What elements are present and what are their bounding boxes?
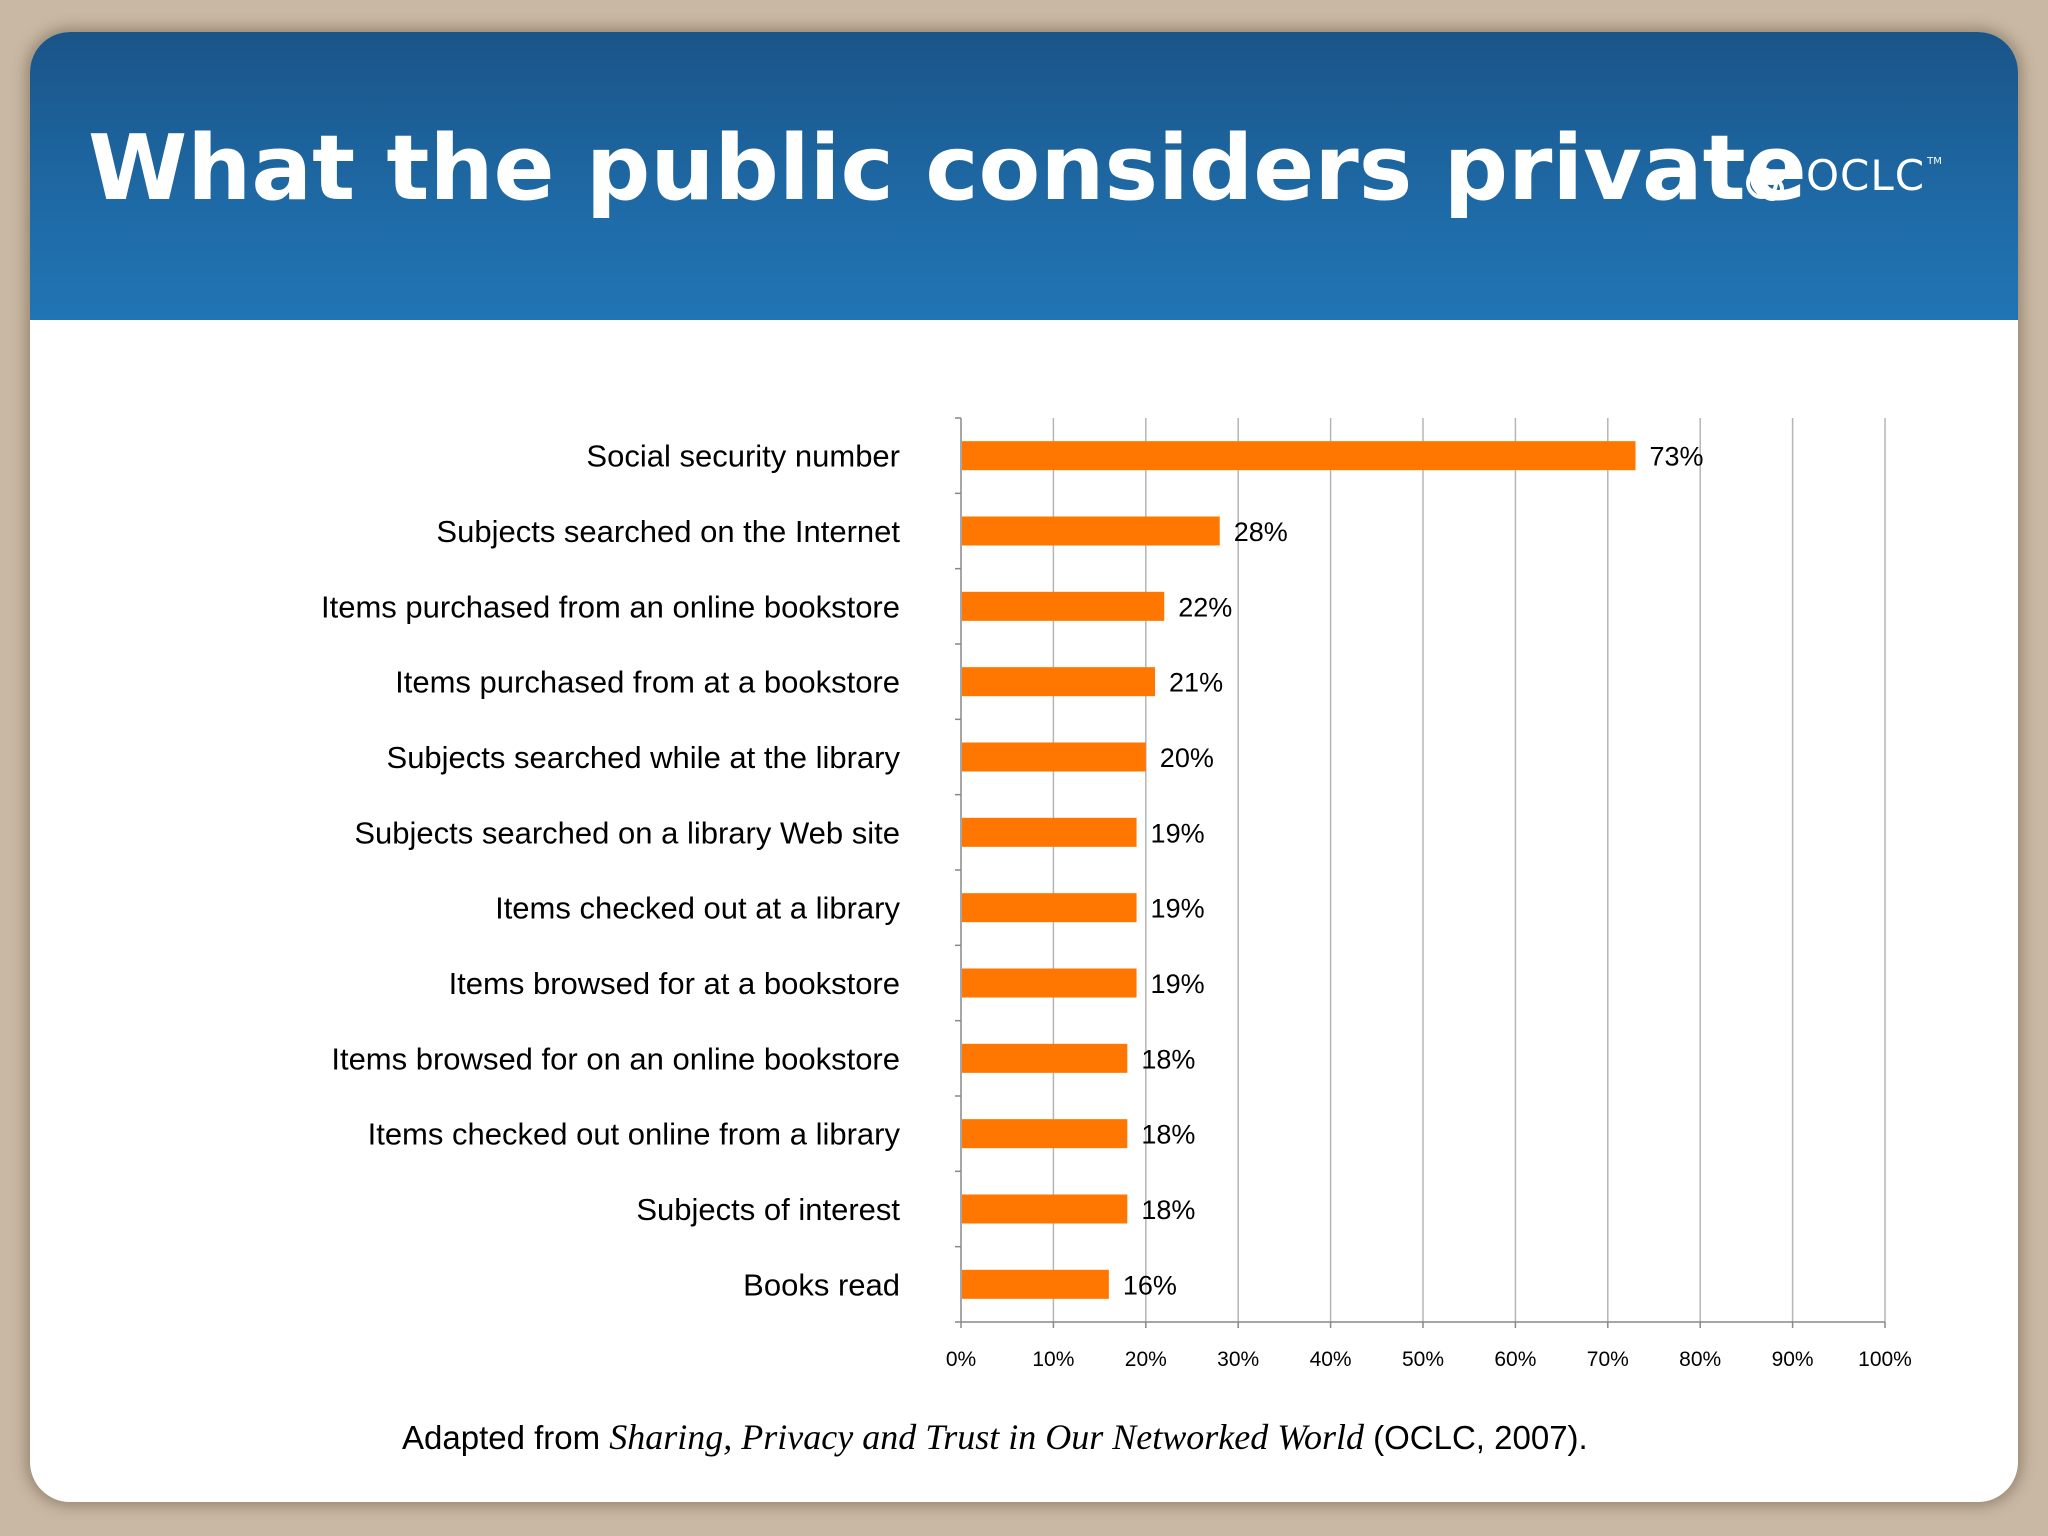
category-label: Social security number [586, 439, 900, 474]
data-label: 22% [1178, 592, 1232, 622]
category-label: Items browsed for at a bookstore [449, 966, 900, 1001]
category-label: Subjects searched on a library Web site [354, 815, 900, 850]
bar [962, 667, 1156, 697]
data-label: 19% [1151, 818, 1205, 848]
source-footnote: Adapted from Sharing, Privacy and Trust … [402, 1416, 1588, 1458]
x-tick-label: 80% [1679, 1348, 1721, 1371]
data-label: 20% [1160, 743, 1214, 773]
data-label: 28% [1234, 517, 1288, 547]
bar [962, 1269, 1109, 1299]
data-label: 19% [1151, 969, 1205, 999]
bar [962, 968, 1137, 998]
category-label: Subjects searched on the Internet [436, 514, 900, 549]
data-label: 21% [1169, 668, 1223, 698]
category-label: Items browsed for on an online bookstore [331, 1041, 900, 1076]
oclc-logo-icon [1746, 149, 1789, 201]
x-tick-label: 70% [1587, 1348, 1629, 1371]
data-label: 18% [1141, 1044, 1195, 1074]
category-label: Subjects searched while at the library [387, 740, 901, 775]
bar [962, 893, 1137, 923]
bar [962, 1194, 1128, 1224]
bar [962, 742, 1146, 772]
slide-header: What the public considers private OCLC T… [30, 32, 2018, 320]
oclc-logo: OCLC TM [1742, 144, 1942, 208]
category-label: Items purchased from at a bookstore [395, 665, 900, 700]
x-tick-label: 40% [1310, 1348, 1352, 1371]
x-tick-label: 20% [1125, 1348, 1167, 1371]
bar-chart: 0% 10% 20% 30% 40% 50% 60% 70% 80% 90% 100% Social … [321, 417, 1912, 1371]
bar [962, 441, 1636, 471]
logo-text: OCLC [1806, 151, 1926, 200]
x-tick-label: 30% [1217, 1348, 1259, 1371]
data-label: 16% [1123, 1270, 1177, 1300]
data-label: 18% [1141, 1120, 1195, 1150]
slide-title: What the public considers private [88, 116, 1807, 221]
x-tick-label: 10% [1032, 1348, 1074, 1371]
x-tick-label: 90% [1772, 1348, 1814, 1371]
data-label: 73% [1650, 442, 1704, 472]
footnote-prefix: Adapted from [402, 1419, 610, 1456]
logo-trademark: TM [1927, 156, 1942, 167]
bar [962, 1119, 1128, 1149]
footnote-title: Sharing, Privacy and Trust in Our Networ… [609, 1417, 1364, 1457]
bar [962, 1043, 1128, 1073]
category-label: Items checked out online from a library [368, 1117, 901, 1152]
x-tick-label: 100% [1858, 1348, 1912, 1371]
bar [962, 817, 1137, 847]
bar [962, 591, 1165, 621]
slide: What the public considers private OCLC T… [30, 32, 2018, 1502]
bar [962, 516, 1220, 546]
category-label: Books read [743, 1267, 900, 1302]
x-tick-label: 0% [946, 1348, 976, 1371]
footnote-suffix: (OCLC, 2007). [1363, 1419, 1588, 1456]
category-label: Items checked out at a library [495, 891, 900, 926]
data-label: 18% [1141, 1195, 1195, 1225]
x-tick-label: 50% [1402, 1348, 1444, 1371]
category-label: Subjects of interest [636, 1192, 900, 1227]
x-tick-label: 60% [1494, 1348, 1536, 1371]
data-label: 19% [1151, 894, 1205, 924]
category-label: Items purchased from an online bookstore [321, 589, 900, 624]
